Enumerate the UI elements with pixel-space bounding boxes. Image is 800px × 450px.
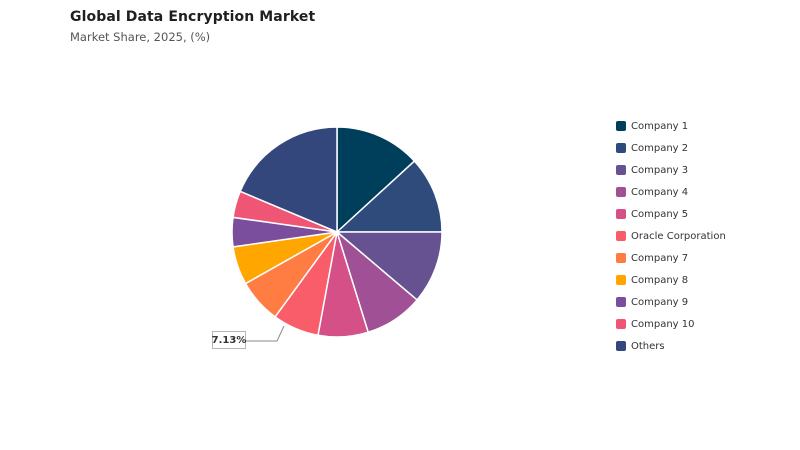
pie-slice-others[interactable]	[239, 126, 338, 233]
legend-swatch	[616, 143, 626, 153]
legend-swatch	[616, 231, 626, 241]
legend-label: Company 5	[631, 208, 689, 220]
legend-swatch	[616, 319, 626, 329]
legend-swatch	[616, 209, 626, 219]
legend-item-company-10[interactable]: Company 10	[616, 313, 726, 335]
pie-slice-company-1[interactable]	[336, 126, 416, 233]
legend-label: Company 8	[631, 274, 689, 286]
pie-slice-company-3[interactable]	[336, 231, 443, 301]
legend-swatch	[616, 275, 626, 285]
legend-label: Company 9	[631, 296, 689, 308]
legend-item-company-9[interactable]: Company 9	[616, 291, 726, 313]
legend-label: Company 2	[631, 142, 689, 154]
legend-item-company-3[interactable]: Company 3	[616, 159, 726, 181]
chart-legend: Company 1 Company 2 Company 3 Company 4 Comp…	[616, 115, 726, 357]
legend-item-others[interactable]: Others	[616, 335, 726, 357]
legend-item-company-2[interactable]: Company 2	[616, 137, 726, 159]
legend-item-company-1[interactable]: Company 1	[616, 115, 726, 137]
legend-swatch	[616, 253, 626, 263]
legend-swatch	[616, 341, 626, 351]
legend-swatch	[616, 297, 626, 307]
legend-swatch	[616, 121, 626, 131]
oracle-data-label: 7.13%	[212, 331, 246, 349]
legend-label: Company 10	[631, 318, 695, 330]
legend-item-company-8[interactable]: Company 8	[616, 269, 726, 291]
legend-swatch	[616, 187, 626, 197]
legend-label: Company 1	[631, 120, 689, 132]
chart-title: Global Data Encryption Market	[70, 9, 316, 25]
pie-slices	[231, 126, 443, 338]
data-label-leader-line	[246, 325, 285, 342]
legend-label: Oracle Corporation	[631, 230, 726, 242]
legend-label: Company 4	[631, 186, 689, 198]
legend-item-oracle-corporation[interactable]: Oracle Corporation	[616, 225, 726, 247]
legend-label: Others	[631, 340, 665, 352]
pie-slice-company-2[interactable]	[336, 160, 443, 233]
legend-label: Company 3	[631, 164, 689, 176]
legend-item-company-7[interactable]: Company 7	[616, 247, 726, 269]
legend-item-company-4[interactable]: Company 4	[616, 181, 726, 203]
legend-swatch	[616, 165, 626, 175]
chart-subtitle: Market Share, 2025, (%)	[70, 30, 211, 44]
legend-item-company-5[interactable]: Company 5	[616, 203, 726, 225]
legend-label: Company 7	[631, 252, 689, 264]
